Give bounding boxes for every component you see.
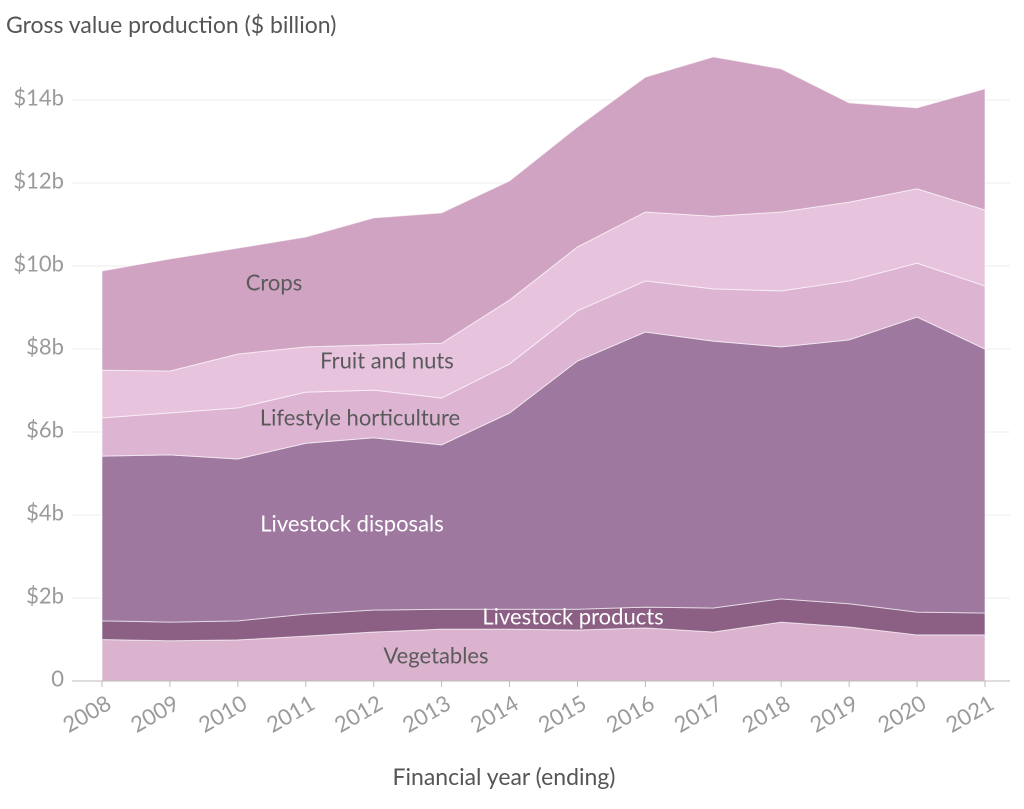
series-label: Livestock products xyxy=(482,603,663,630)
y-tick-label: $14b xyxy=(13,84,64,111)
x-tick-label: 2017 xyxy=(669,689,727,738)
series-label: Fruit and nuts xyxy=(320,347,454,374)
x-tick-label: 2020 xyxy=(873,689,931,738)
x-tick-label: 2015 xyxy=(533,689,591,738)
series-label: Livestock disposals xyxy=(260,510,444,537)
x-tick-label: 2019 xyxy=(805,689,863,738)
x-tick-label: 2013 xyxy=(397,689,455,738)
y-tick-label: $12b xyxy=(13,167,64,194)
x-tick-label: 2008 xyxy=(58,689,116,738)
series-label: Crops xyxy=(246,269,303,296)
x-tick-label: 2016 xyxy=(601,689,659,738)
x-tick-label: 2012 xyxy=(329,689,387,738)
x-tick-label: 2014 xyxy=(465,689,523,738)
x-tick-label: 2010 xyxy=(193,689,251,738)
y-tick-label: $4b xyxy=(26,499,64,526)
x-axis-label: Financial year (ending) xyxy=(393,762,616,790)
y-tick-label: 0 xyxy=(51,665,64,692)
x-tick-label: 2011 xyxy=(261,689,319,738)
x-tick-label: 2021 xyxy=(941,689,999,738)
x-tick-label: 2018 xyxy=(737,689,795,738)
y-tick-label: $10b xyxy=(13,250,64,277)
y-tick-label: $2b xyxy=(26,582,64,609)
area xyxy=(101,56,986,372)
x-tick-label: 2009 xyxy=(126,689,184,738)
series-label: Lifestyle horticulture xyxy=(260,404,460,431)
series-label: Vegetables xyxy=(383,642,488,669)
chart-title: Gross value production ($ billion) xyxy=(6,10,336,38)
y-tick-label: $8b xyxy=(26,333,64,360)
y-tick-label: $6b xyxy=(26,416,64,443)
